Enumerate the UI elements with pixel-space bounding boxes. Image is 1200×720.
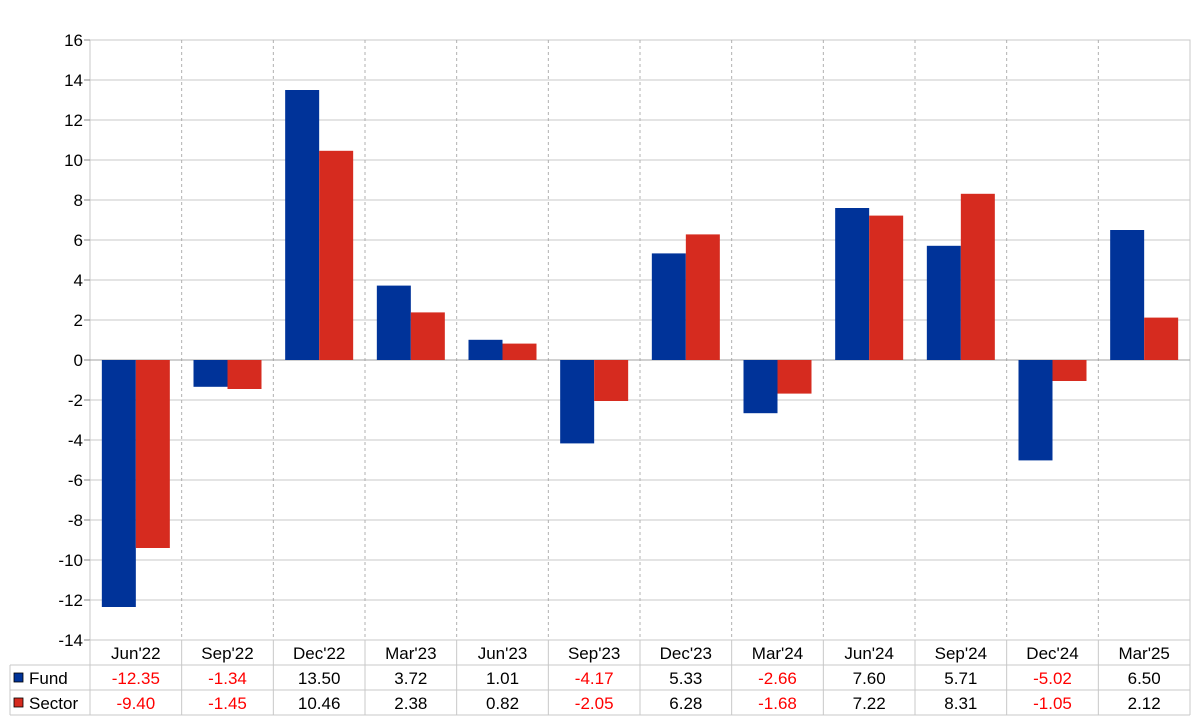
bar-fund-0: [101, 360, 136, 607]
bar-fund-7: [743, 360, 778, 414]
data-label-fund: 7.60: [853, 669, 886, 688]
bar-sector-2: [319, 150, 354, 360]
bar-fund-1: [193, 360, 228, 387]
y-tick-label: 8: [74, 191, 83, 210]
y-tick-label: 2: [74, 311, 83, 330]
x-tick-label: Mar'25: [1118, 644, 1169, 663]
y-tick-label: 10: [64, 151, 83, 170]
data-label-sector: -1.45: [208, 694, 247, 713]
data-label-fund: 6.50: [1128, 669, 1161, 688]
y-tick-label: 6: [74, 231, 83, 250]
data-label-sector: -1.05: [1033, 694, 1072, 713]
bar-sector-9: [960, 193, 995, 360]
y-tick-label: -4: [68, 431, 83, 450]
data-label-fund: -2.66: [758, 669, 797, 688]
y-tick-label: 16: [64, 31, 83, 50]
data-label-sector: 2.38: [394, 694, 427, 713]
bar-sector-7: [777, 360, 812, 394]
y-tick-label: -10: [58, 551, 83, 570]
data-label-fund: 5.33: [669, 669, 702, 688]
x-tick-label: Sep'23: [568, 644, 620, 663]
data-label-fund: 1.01: [486, 669, 519, 688]
y-tick-label: 0: [74, 351, 83, 370]
x-tick-label: Mar'23: [385, 644, 436, 663]
data-label-sector: 10.46: [298, 694, 341, 713]
bar-sector-8: [869, 215, 904, 360]
data-label-fund: 3.72: [394, 669, 427, 688]
data-label-sector: -1.68: [758, 694, 797, 713]
bar-fund-11: [1110, 230, 1145, 360]
x-tick-label: Jun'24: [844, 644, 894, 663]
data-label-sector: -2.05: [575, 694, 614, 713]
data-label-sector: 0.82: [486, 694, 519, 713]
data-label-fund: -1.34: [208, 669, 247, 688]
data-table: Jun'22 Sep'22 Dec'22 Mar'23 Jun'23 Sep'23 Dec'…: [9, 640, 1191, 716]
legend-swatch-fund: [13, 672, 24, 683]
x-tick-label: Jun'22: [111, 644, 161, 663]
data-label-fund: -5.02: [1033, 669, 1072, 688]
x-tick-label: Dec'23: [660, 644, 712, 663]
x-tick-label: Sep'22: [201, 644, 253, 663]
bar-fund-6: [651, 253, 686, 360]
y-axis: -14 -12 -10 -8 -6 -4 -2 0 2 4 6 8 10 12 14 16: [58, 31, 90, 650]
x-tick-label: Dec'22: [293, 644, 345, 663]
bar-sector-6: [685, 234, 720, 360]
y-tick-label: -8: [68, 511, 83, 530]
y-tick-label: 14: [64, 71, 83, 90]
legend-label-sector: Sector: [29, 694, 78, 713]
data-label-sector: 2.12: [1128, 694, 1161, 713]
x-tick-label: Dec'24: [1026, 644, 1078, 663]
bar-sector-5: [594, 360, 629, 401]
bar-sector-4: [502, 343, 537, 360]
y-tick-label: -6: [68, 471, 83, 490]
data-label-fund: -12.35: [112, 669, 160, 688]
bar-fund-4: [468, 339, 503, 360]
x-tick-label: Jun'23: [478, 644, 528, 663]
data-label-sector: 6.28: [669, 694, 702, 713]
bar-fund-9: [926, 245, 961, 360]
bar-fund-2: [285, 90, 320, 360]
y-tick-label: 12: [64, 111, 83, 130]
bar-fund-8: [835, 208, 870, 360]
bar-sector-1: [227, 360, 262, 389]
bar-sector-0: [135, 360, 170, 548]
y-tick-label: -2: [68, 391, 83, 410]
data-label-fund: 5.71: [944, 669, 977, 688]
y-tick-label: 4: [74, 271, 83, 290]
data-label-fund: 13.50: [298, 669, 341, 688]
x-tick-label: Mar'24: [752, 644, 803, 663]
y-tick-label: -14: [58, 631, 83, 650]
bar-sector-11: [1144, 317, 1179, 360]
data-label-sector: 7.22: [853, 694, 886, 713]
legend-swatch-sector: [13, 697, 24, 708]
grid: [89, 39, 1191, 641]
legend-label-fund: Fund: [29, 669, 68, 688]
x-tick-label: Sep'24: [935, 644, 987, 663]
data-label-fund: -4.17: [575, 669, 614, 688]
bar-fund-10: [1018, 360, 1053, 461]
data-label-sector: 8.31: [944, 694, 977, 713]
y-tick-label: -12: [58, 591, 83, 610]
data-label-sector: -9.40: [116, 694, 155, 713]
bar-fund-3: [376, 285, 411, 360]
bar-sector-3: [410, 312, 445, 360]
bar-sector-10: [1052, 360, 1087, 381]
bars: [101, 90, 1179, 607]
bar-fund-5: [560, 360, 595, 444]
